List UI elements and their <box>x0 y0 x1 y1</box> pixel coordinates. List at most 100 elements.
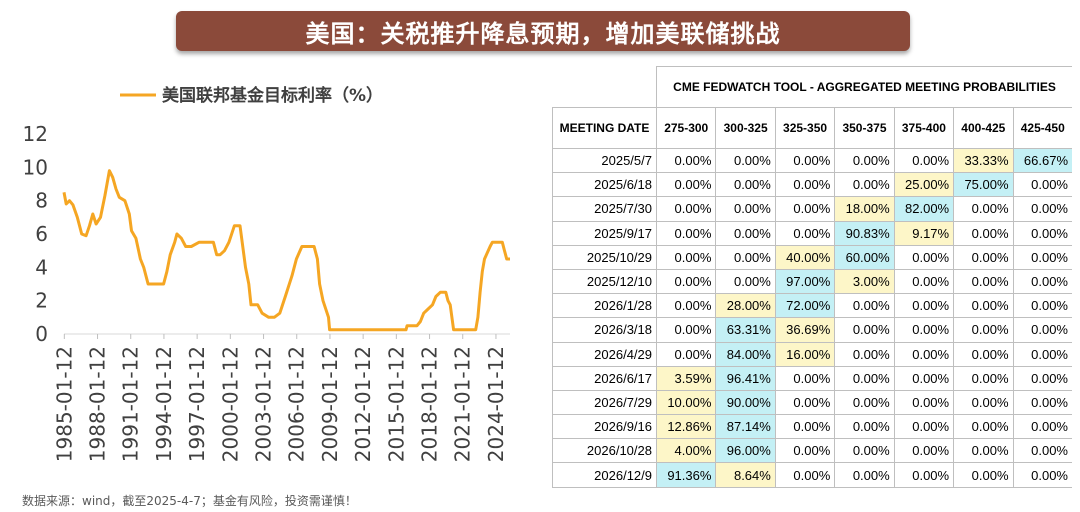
probability-cell: 0.00% <box>1012 414 1072 440</box>
date-column-header: MEETING DATE <box>552 107 657 149</box>
probability-cell: 0.00% <box>655 268 717 295</box>
x-tick-label: 2015-01-12 <box>384 346 408 462</box>
probability-cell: 0.00% <box>1012 438 1072 464</box>
table-row: 2026/1/28 0.00% 28.00% 72.00% 0.00% 0.00% 0.00… <box>552 293 1072 319</box>
column-header: 425-450 <box>1012 107 1072 149</box>
probability-cell: 0.00% <box>953 341 1014 367</box>
probability-cell: 0.00% <box>774 196 836 222</box>
table-corner-cell <box>552 66 657 108</box>
probability-cell: 0.00% <box>774 414 836 440</box>
probability-cell: 0.00% <box>774 172 836 198</box>
probability-cell: 0.00% <box>953 317 1014 343</box>
x-tick-label: 1997-01-12 <box>185 346 209 462</box>
table-row: 2026/12/9 91.36% 8.64% 0.00% 0.00% 0.00% 0.00%… <box>552 462 1072 488</box>
y-tick-label: 4 <box>35 255 48 279</box>
banner-title: 美国：关税推升降息预期，增加美联储挑战 <box>305 19 781 48</box>
y-tick-label: 6 <box>35 222 48 246</box>
probability-cell: 60.00% <box>834 244 895 270</box>
meeting-date-cell: 2026/9/16 <box>552 414 657 440</box>
table-row: 2025/7/30 0.00% 0.00% 0.00% 18.00% 82.00% 0.00… <box>552 196 1072 222</box>
probability-cell: 0.00% <box>715 220 776 246</box>
fedwatch-table-container: CME FEDWATCH TOOL - AGGREGATED MEETING P… <box>552 66 1072 490</box>
probability-cell: 63.31% <box>715 317 776 343</box>
probability-cell: 84.00% <box>715 341 776 367</box>
meeting-date-cell: 2025/7/30 <box>552 196 657 222</box>
probability-cell: 0.00% <box>953 414 1014 440</box>
table-row: 2026/10/28 4.00% 96.00% 0.00% 0.00% 0.00% 0.00… <box>552 438 1072 464</box>
probability-cell: 91.36% <box>655 462 717 488</box>
probability-cell: 0.00% <box>655 196 717 222</box>
fed-rate-series-line <box>62 169 510 332</box>
x-tick-label: 1994-01-12 <box>152 346 176 462</box>
probability-cell: 0.00% <box>953 293 1014 319</box>
probability-cell: 0.00% <box>715 147 776 174</box>
probability-cell: 97.00% <box>774 268 836 295</box>
probability-cell: 0.00% <box>953 389 1014 416</box>
x-tick-label: 2000-01-12 <box>218 346 242 462</box>
table-row: 2026/6/17 3.59% 96.41% 0.00% 0.00% 0.00% 0.00%… <box>552 365 1072 391</box>
probability-cell: 0.00% <box>953 196 1014 222</box>
meeting-date-cell: 2026/10/28 <box>552 438 657 464</box>
probability-cell: 0.00% <box>655 220 717 246</box>
probability-cell: 90.00% <box>715 389 776 416</box>
probability-cell: 0.00% <box>655 244 717 270</box>
probability-cell: 96.41% <box>715 365 776 391</box>
meeting-date-cell: 2025/5/7 <box>552 147 657 174</box>
probability-cell: 0.00% <box>715 172 776 198</box>
probability-cell: 4.00% <box>655 438 717 464</box>
probability-cell: 0.00% <box>834 438 895 464</box>
x-tick-label: 2021-01-12 <box>451 346 475 462</box>
column-header: 300-325 <box>715 107 776 149</box>
probability-cell: 28.00% <box>715 293 776 319</box>
table-row: 2026/7/29 10.00% 90.00% 0.00% 0.00% 0.00% 0.00… <box>552 389 1072 416</box>
table-row: 2025/5/7 0.00% 0.00% 0.00% 0.00% 0.00% 33.33% 6… <box>552 147 1072 174</box>
probability-cell: 0.00% <box>774 462 836 488</box>
table-row: 2025/10/29 0.00% 0.00% 40.00% 60.00% 0.00% 0.0… <box>552 244 1072 270</box>
probability-cell: 0.00% <box>1012 317 1072 343</box>
probability-cell: 0.00% <box>1012 341 1072 367</box>
fedwatch-table: CME FEDWATCH TOOL - AGGREGATED MEETING P… <box>552 66 1072 488</box>
probability-cell: 36.69% <box>774 317 836 343</box>
meeting-date-cell: 2026/6/17 <box>552 365 657 391</box>
meeting-date-cell: 2026/4/29 <box>552 341 657 367</box>
table-super-header: CME FEDWATCH TOOL - AGGREGATED MEETING P… <box>656 66 1072 108</box>
probability-cell: 0.00% <box>953 244 1014 270</box>
probability-cell: 0.00% <box>953 365 1014 391</box>
probability-cell: 0.00% <box>834 365 895 391</box>
meeting-date-cell: 2025/6/18 <box>552 172 657 198</box>
probability-cell: 0.00% <box>893 268 955 295</box>
table-header-row: MEETING DATE 275-300 300-325 325-350 350-37… <box>552 107 1072 149</box>
title-banner: 美国：关税推升降息预期，增加美联储挑战 <box>176 11 910 51</box>
y-tick-label: 8 <box>35 189 48 213</box>
fed-funds-rate-chart: 美国联邦基金目标利率（%） 0 2 4 6 8 10 12 1985-01-12 1988-01-… <box>23 85 510 462</box>
probability-cell: 0.00% <box>774 220 836 246</box>
probability-cell: 0.00% <box>655 317 717 343</box>
probability-cell: 0.00% <box>1012 389 1072 416</box>
probability-cell: 33.33% <box>953 147 1014 174</box>
source-note: 数据来源：wind，截至2025-4-7；基金有风险，投资需谨慎！ <box>22 494 357 508</box>
table-row: 2026/9/16 12.86% 87.14% 0.00% 0.00% 0.00% 0.00… <box>552 414 1072 440</box>
probability-cell: 0.00% <box>655 293 717 319</box>
meeting-date-cell: 2026/12/9 <box>552 462 657 488</box>
probability-cell: 10.00% <box>655 389 717 416</box>
y-tick-label: 12 <box>23 122 48 146</box>
meeting-date-cell: 2025/12/10 <box>552 268 657 295</box>
meeting-date-cell: 2025/9/17 <box>552 220 657 246</box>
probability-cell: 0.00% <box>893 389 955 416</box>
probability-cell: 0.00% <box>1012 196 1072 222</box>
probability-cell: 0.00% <box>834 341 895 367</box>
table-row: 2026/3/18 0.00% 63.31% 36.69% 0.00% 0.00% 0.00… <box>552 317 1072 343</box>
probability-cell: 0.00% <box>715 268 776 295</box>
probability-cell: 0.00% <box>893 438 955 464</box>
probability-cell: 82.00% <box>893 196 955 222</box>
probability-cell: 9.17% <box>893 220 955 246</box>
probability-cell: 0.00% <box>1012 365 1072 391</box>
probability-cell: 0.00% <box>893 462 955 488</box>
probability-cell: 72.00% <box>774 293 836 319</box>
probability-cell: 0.00% <box>834 293 895 319</box>
probability-cell: 40.00% <box>774 244 836 270</box>
y-tick-label: 2 <box>35 289 48 313</box>
x-tick-label: 2009-01-12 <box>318 346 342 462</box>
probability-cell: 0.00% <box>834 172 895 198</box>
probability-cell: 0.00% <box>834 317 895 343</box>
